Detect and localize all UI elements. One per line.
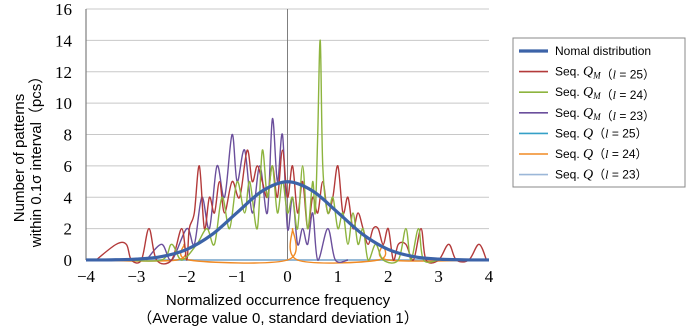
legend-label: Seq. Q（l = 23） <box>555 168 648 183</box>
legend-label: Seq. QM（l = 25） <box>555 65 655 82</box>
legend-label: Nomal distribution <box>555 44 651 58</box>
y-tick-label: 0 <box>64 251 73 270</box>
y-tick-label: 16 <box>55 0 72 19</box>
series-lines <box>85 39 490 265</box>
legend-label: Seq. QM（l = 24） <box>555 85 655 102</box>
legend-frame <box>512 37 686 188</box>
legend-label: Seq. QM（l = 23） <box>555 106 655 123</box>
y-axis-title-line2: within 0.1σ interval（pcs） <box>28 69 45 249</box>
x-tick-label: 0 <box>283 267 292 286</box>
x-tick-label: −2 <box>178 267 196 286</box>
x-tick-label: 1 <box>334 267 343 286</box>
x-tick-label: −4 <box>77 267 96 286</box>
x-tick-label: 2 <box>384 267 393 286</box>
y-tick-label: 4 <box>64 188 73 207</box>
y-tick-label: 8 <box>64 126 73 145</box>
y-axis-title-line1: Number of patterns <box>11 94 28 222</box>
series-line-1 <box>95 149 488 265</box>
y-tick-label: 12 <box>55 63 72 82</box>
x-tick-label: −3 <box>127 267 145 286</box>
x-tick-label: −1 <box>228 267 246 286</box>
x-axis-title-line2: （Average value 0, standard deviation 1） <box>137 310 419 327</box>
x-tick-label: 4 <box>485 267 494 286</box>
legend-label: Seq. Q（l = 24） <box>555 147 648 162</box>
legend-label: Seq. Q（l = 25） <box>555 126 648 141</box>
x-axis-title-line1: Normalized occurrence frequency <box>166 292 391 309</box>
y-tick-label: 14 <box>55 31 73 50</box>
y-tick-label: 6 <box>64 157 73 176</box>
series-line-0 <box>85 180 490 262</box>
y-tick-label: 2 <box>64 220 73 239</box>
y-tick-label: 10 <box>55 94 72 113</box>
series-line-2 <box>106 39 439 264</box>
x-tick-label: 3 <box>434 267 443 286</box>
series-line-3 <box>145 118 349 263</box>
legend: Nomal distribution Seq. QM（l = 25） Seq. QM… <box>512 37 686 188</box>
